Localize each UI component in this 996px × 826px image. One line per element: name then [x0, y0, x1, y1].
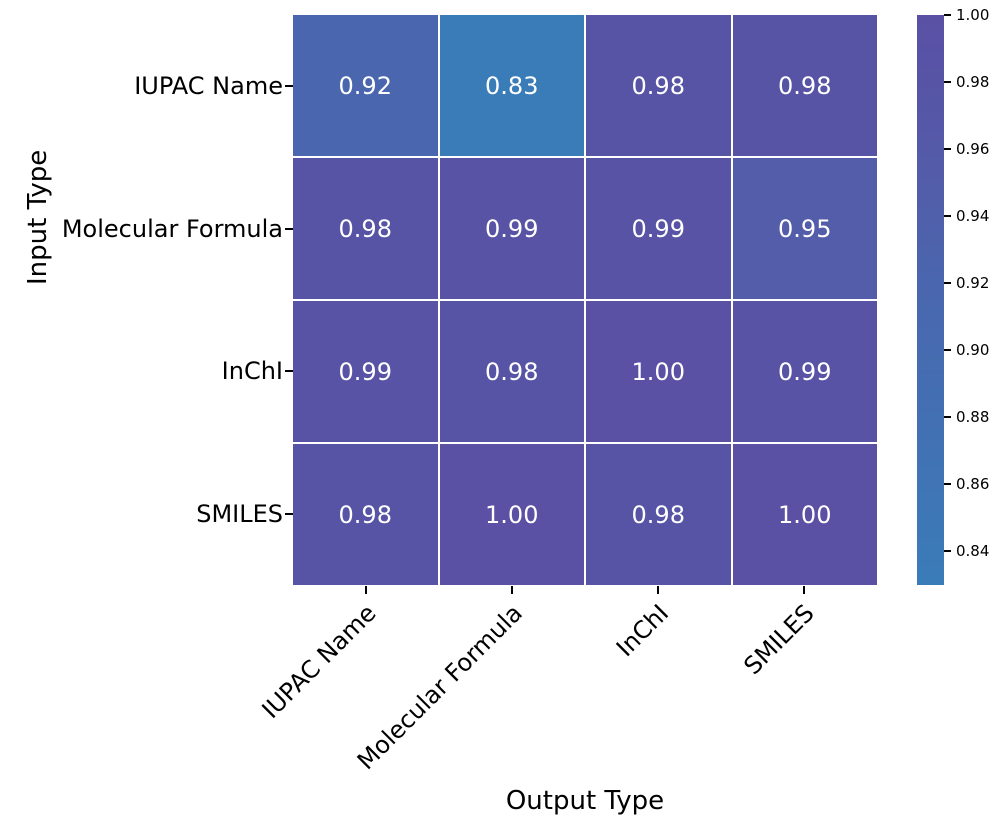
- x-tick-label: InChI: [610, 599, 674, 663]
- heatmap-cell-value: 0.95: [778, 214, 832, 243]
- x-tick-mark: [803, 586, 805, 594]
- heatmap-cell-0-2: 0.98: [586, 15, 731, 156]
- y-axis-title: Input Type: [23, 149, 53, 285]
- heatmap-cell-value: 0.98: [338, 214, 392, 243]
- heatmap-cell-value: 1.00: [631, 357, 685, 386]
- x-tick-mark: [511, 586, 513, 594]
- heatmap-cell-0-0: 0.92: [293, 15, 438, 156]
- heatmap-cell-value: 0.98: [631, 71, 685, 100]
- y-tick-mark: [285, 227, 293, 230]
- colorbar-tick-mark: [944, 349, 951, 352]
- heatmap-cell-value: 0.99: [778, 357, 832, 386]
- heatmap-cell-3-1: 1.00: [439, 444, 584, 585]
- colorbar-tick-mark: [944, 148, 951, 151]
- y-tick-mark: [285, 370, 293, 373]
- heatmap-cell-0-1: 0.83: [439, 15, 584, 156]
- heatmap-cell-2-1: 0.98: [439, 301, 584, 442]
- heatmap-cell-value: 0.92: [338, 71, 392, 100]
- heatmap-cell-value: 0.99: [631, 214, 685, 243]
- y-tick-mark: [285, 85, 293, 88]
- heatmap-cell-2-0: 0.99: [293, 301, 438, 442]
- heatmap-cell-value: 1.00: [778, 500, 832, 529]
- heatmap-cell-value: 0.98: [485, 357, 539, 386]
- colorbar-tick-mark: [944, 550, 951, 553]
- x-tick-mark: [365, 586, 367, 594]
- colorbar-tick-label: 0.86: [956, 475, 990, 494]
- heatmap-cell-2-3: 0.99: [732, 301, 877, 442]
- colorbar-tick-mark: [944, 14, 951, 16]
- heatmap-cell-value: 0.99: [485, 214, 539, 243]
- heatmap-cell-value: 0.83: [485, 71, 539, 100]
- x-tick-label: Molecular Formula: [351, 599, 528, 776]
- heatmap-cell-value: 0.98: [631, 500, 685, 529]
- heatmap-cell-1-2: 0.99: [586, 158, 731, 299]
- heatmap-cell-3-0: 0.98: [293, 444, 438, 585]
- x-axis-title: Output Type: [505, 786, 665, 816]
- colorbar-tick-label: 0.94: [956, 207, 990, 226]
- heatmap-cell-1-1: 0.99: [439, 158, 584, 299]
- colorbar-tick-mark: [944, 282, 951, 285]
- heatmap-cell-1-3: 0.95: [732, 158, 877, 299]
- colorbar-tick-mark: [944, 81, 951, 84]
- heatmap-cell-value: 0.98: [778, 71, 832, 100]
- y-tick-label: SMILES: [196, 499, 283, 528]
- x-tick-label: IUPAC Name: [256, 599, 382, 725]
- heatmap-grid: 0.92 0.83 0.98 0.98 0.98 0.99 0.99 0.95 0.99 0.98…: [293, 15, 877, 585]
- colorbar-tick-label: 0.90: [956, 341, 990, 360]
- heatmap-cell-value: 1.00: [485, 500, 539, 529]
- colorbar-tick-mark: [944, 215, 951, 218]
- colorbar-tick-mark: [944, 483, 951, 486]
- heatmap-cell-3-2: 0.98: [586, 444, 731, 585]
- heatmap-cell-1-0: 0.98: [293, 158, 438, 299]
- y-tick-label: Molecular Formula: [61, 214, 283, 243]
- x-tick-label: SMILES: [738, 599, 820, 681]
- heatmap-cell-value: 0.98: [338, 500, 392, 529]
- x-tick-mark: [657, 586, 659, 594]
- y-tick-label: InChI: [221, 357, 283, 386]
- colorbar-tick-label: 0.92: [956, 274, 990, 293]
- colorbar-tick-label: 0.84: [956, 542, 990, 561]
- colorbar-tick-label: 0.98: [956, 73, 990, 92]
- colorbar-tick-mark: [944, 416, 951, 419]
- heatmap-cell-0-3: 0.98: [732, 15, 877, 156]
- colorbar-tick-label: 0.96: [956, 140, 990, 159]
- colorbar-tick-label: 1.00: [956, 6, 990, 24]
- colorbar: [917, 15, 944, 585]
- y-tick-label: IUPAC Name: [134, 72, 283, 101]
- heatmap-cell-value: 0.99: [338, 357, 392, 386]
- colorbar-tick-label: 0.88: [956, 408, 990, 427]
- y-tick-mark: [285, 512, 293, 515]
- heatmap-cell-3-3: 1.00: [732, 444, 877, 585]
- heatmap-cell-2-2: 1.00: [586, 301, 731, 442]
